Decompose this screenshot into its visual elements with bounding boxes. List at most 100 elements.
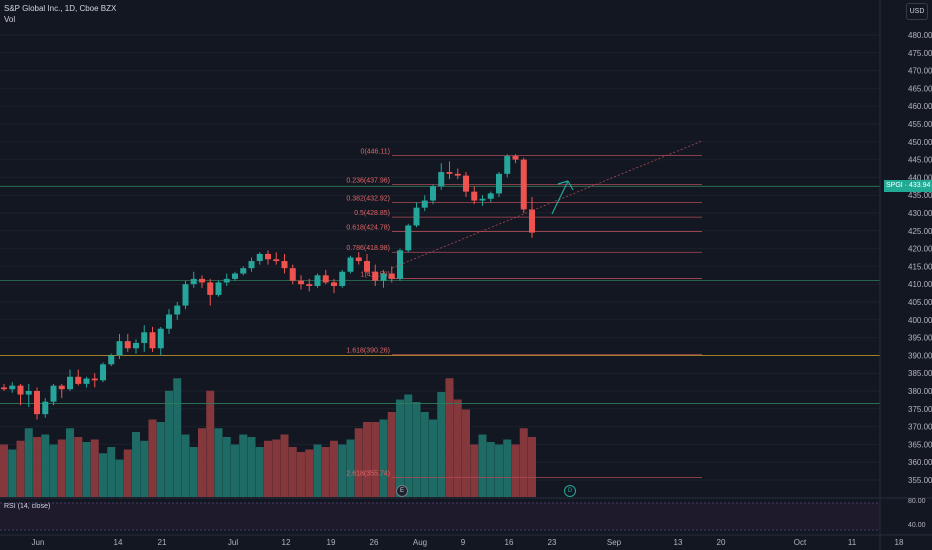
volume-bar xyxy=(495,444,503,497)
candle-body xyxy=(273,259,280,262)
candle-body xyxy=(133,342,139,349)
volume-bar xyxy=(41,434,50,497)
candle-body xyxy=(347,257,354,272)
volume-bar xyxy=(288,447,297,497)
candle-body xyxy=(512,156,519,160)
date-tick: Jun xyxy=(32,538,45,547)
price-tick: 375.00 xyxy=(908,405,932,414)
volume-bar xyxy=(198,428,206,497)
volume-bar xyxy=(33,437,41,497)
volume-bar xyxy=(148,419,157,497)
price-tick: 395.00 xyxy=(908,334,932,343)
candle-body xyxy=(25,391,32,395)
date-tick: 12 xyxy=(282,538,291,547)
candle-body xyxy=(50,385,57,402)
candle-body xyxy=(413,207,420,226)
volume-bar xyxy=(264,440,272,497)
volume-bar xyxy=(0,444,8,497)
candle-body xyxy=(322,275,329,283)
dividend-event-icon[interactable]: D xyxy=(564,485,576,497)
symbol-title[interactable]: S&P Global Inc., 1D, Cboe BZX xyxy=(4,4,117,13)
rsi-pane xyxy=(0,497,932,531)
price-tick: 480.00 xyxy=(908,31,932,40)
date-tick: 13 xyxy=(674,538,683,547)
earnings-event-icon[interactable]: E xyxy=(396,485,408,497)
candle-body xyxy=(17,385,24,395)
candle-body xyxy=(355,257,362,262)
volume-bar xyxy=(305,449,314,497)
volume-bar xyxy=(255,447,264,497)
candle-body xyxy=(75,376,82,384)
candle-body xyxy=(504,156,511,174)
volume-bar xyxy=(462,409,470,497)
volume-bar xyxy=(8,449,17,497)
volume-bar xyxy=(239,434,248,497)
price-tick: 360.00 xyxy=(908,458,932,467)
date-tick: 14 xyxy=(114,538,123,547)
volume-bar xyxy=(528,437,536,497)
price-axis: 480.00 475.00 470.00 465.00 460.00 455.00 450.… xyxy=(879,0,932,550)
currency-badge[interactable]: USD xyxy=(906,3,928,20)
volume-bar xyxy=(90,439,99,497)
volume-bar xyxy=(189,447,198,497)
rsi-legend[interactable]: RSI (14, close) xyxy=(4,503,51,510)
volume-bar xyxy=(74,437,83,497)
price-tick: 420.00 xyxy=(908,245,932,254)
volume-bar xyxy=(387,412,396,497)
volume-bar xyxy=(57,439,66,497)
volume-bar xyxy=(420,412,429,497)
candle-body xyxy=(529,209,535,233)
volume-bar xyxy=(156,422,165,497)
date-axis: Jun 14 21 Jul 12 19 26 Aug 9 16 23 Sep 13 20 Oct 11 18 xyxy=(0,534,932,547)
fib-level-label: 0.236(437.96) xyxy=(346,178,390,185)
price-tick: 465.00 xyxy=(908,84,932,93)
candle-body xyxy=(265,253,271,260)
chart-header: S&P Global Inc., 1D, Cboe BZX Vol xyxy=(4,3,116,25)
volume-bar xyxy=(123,449,132,497)
rsi-tick: 80.00 xyxy=(908,498,926,505)
price-tick: 475.00 xyxy=(908,49,932,58)
candle-body xyxy=(454,173,461,176)
volume-bar xyxy=(396,399,404,497)
candle-body xyxy=(372,271,379,281)
candle-body xyxy=(232,273,238,279)
volume-bar xyxy=(330,440,338,497)
volume-bar xyxy=(206,390,215,497)
candle-body xyxy=(463,175,469,192)
volume-bar xyxy=(82,442,91,497)
candle-body xyxy=(520,159,527,210)
volume-bar xyxy=(511,444,520,497)
candle-body xyxy=(289,268,296,281)
volume-bar xyxy=(478,434,487,497)
volume-bar xyxy=(412,402,421,497)
volume-bar xyxy=(173,378,182,497)
volume-bar xyxy=(445,378,454,497)
volume-bar xyxy=(346,439,355,497)
price-tick: 405.00 xyxy=(908,298,932,307)
price-tick: 365.00 xyxy=(908,440,932,449)
date-tick: 21 xyxy=(158,538,167,547)
volume-bar xyxy=(115,459,124,497)
price-tick: 470.00 xyxy=(908,67,932,76)
date-tick: Jul xyxy=(228,538,238,547)
candle-body xyxy=(182,284,189,306)
date-tick: 9 xyxy=(461,538,466,547)
candle-body xyxy=(438,172,445,187)
candle-body xyxy=(281,261,288,269)
volume-bar xyxy=(404,394,413,497)
candle-body xyxy=(9,385,16,390)
candle-body xyxy=(496,173,502,194)
volume-bar xyxy=(132,432,140,497)
volume-bar xyxy=(437,392,446,497)
fib-level-label: 0(446.11) xyxy=(361,149,390,156)
volume-bar xyxy=(371,422,380,497)
price-tick: 450.00 xyxy=(908,138,932,147)
candle-body xyxy=(108,355,115,365)
volume-bar xyxy=(181,434,190,497)
last-price-tag: SPGI · 433.94 xyxy=(884,180,932,192)
volume-bar xyxy=(214,428,223,497)
date-tick: Aug xyxy=(413,538,427,547)
candle-body xyxy=(430,186,436,201)
horizontal-lines xyxy=(0,185,880,404)
